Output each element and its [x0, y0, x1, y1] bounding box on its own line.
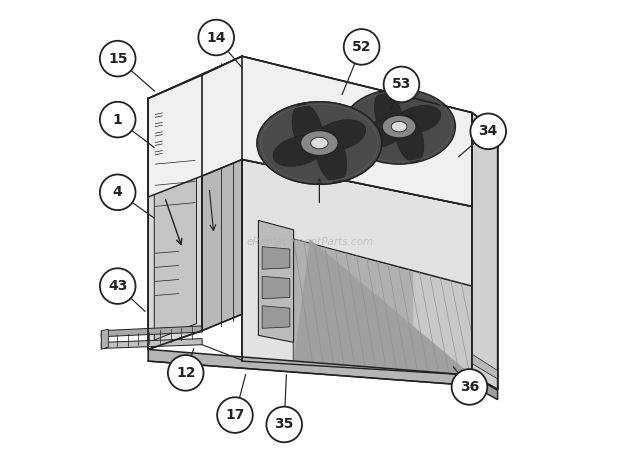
Polygon shape: [242, 159, 472, 375]
Circle shape: [100, 41, 136, 76]
Text: eReplacementParts.com: eReplacementParts.com: [246, 236, 374, 247]
Circle shape: [100, 174, 136, 210]
Polygon shape: [262, 306, 290, 328]
Text: 35: 35: [275, 417, 294, 431]
Circle shape: [384, 67, 419, 102]
Text: 12: 12: [176, 366, 195, 380]
Polygon shape: [148, 56, 472, 206]
Text: 34: 34: [479, 124, 498, 138]
Ellipse shape: [382, 115, 416, 138]
Polygon shape: [101, 339, 202, 348]
Polygon shape: [148, 56, 472, 206]
Polygon shape: [294, 239, 472, 375]
Circle shape: [168, 355, 203, 391]
Ellipse shape: [292, 104, 323, 155]
Text: 1: 1: [113, 113, 123, 127]
Polygon shape: [202, 56, 242, 331]
Ellipse shape: [316, 131, 347, 182]
Ellipse shape: [292, 104, 323, 155]
Polygon shape: [294, 239, 472, 375]
Text: 17: 17: [225, 408, 245, 422]
Ellipse shape: [257, 102, 382, 184]
Polygon shape: [294, 239, 413, 361]
Polygon shape: [472, 375, 498, 400]
Circle shape: [451, 369, 487, 405]
Text: 52: 52: [352, 40, 371, 54]
Ellipse shape: [301, 131, 338, 155]
Circle shape: [471, 113, 506, 149]
Ellipse shape: [273, 136, 325, 166]
Ellipse shape: [257, 102, 382, 184]
Ellipse shape: [374, 91, 402, 137]
Circle shape: [267, 407, 302, 442]
Text: 36: 36: [460, 380, 479, 394]
Ellipse shape: [311, 137, 328, 149]
Ellipse shape: [314, 120, 366, 151]
Text: 14: 14: [206, 30, 226, 45]
Ellipse shape: [273, 136, 325, 166]
Circle shape: [198, 20, 234, 55]
Polygon shape: [262, 276, 290, 299]
Ellipse shape: [357, 120, 404, 148]
Ellipse shape: [396, 116, 424, 162]
Polygon shape: [262, 247, 290, 269]
Polygon shape: [472, 113, 498, 389]
Circle shape: [343, 29, 379, 65]
Polygon shape: [148, 75, 202, 349]
Polygon shape: [101, 329, 108, 349]
Text: 4: 4: [113, 185, 123, 199]
Polygon shape: [154, 94, 197, 340]
Ellipse shape: [391, 121, 407, 132]
Polygon shape: [472, 354, 498, 379]
Polygon shape: [101, 326, 202, 337]
Ellipse shape: [316, 131, 347, 182]
Text: 15: 15: [108, 52, 128, 66]
Ellipse shape: [343, 89, 455, 164]
Polygon shape: [259, 220, 294, 342]
Circle shape: [100, 102, 136, 137]
Ellipse shape: [314, 120, 366, 151]
Ellipse shape: [301, 131, 338, 155]
Text: 43: 43: [108, 279, 127, 293]
Ellipse shape: [311, 137, 328, 149]
Circle shape: [100, 268, 136, 304]
Circle shape: [217, 397, 253, 433]
Polygon shape: [148, 349, 472, 386]
Ellipse shape: [394, 106, 441, 134]
Text: 53: 53: [392, 77, 411, 91]
